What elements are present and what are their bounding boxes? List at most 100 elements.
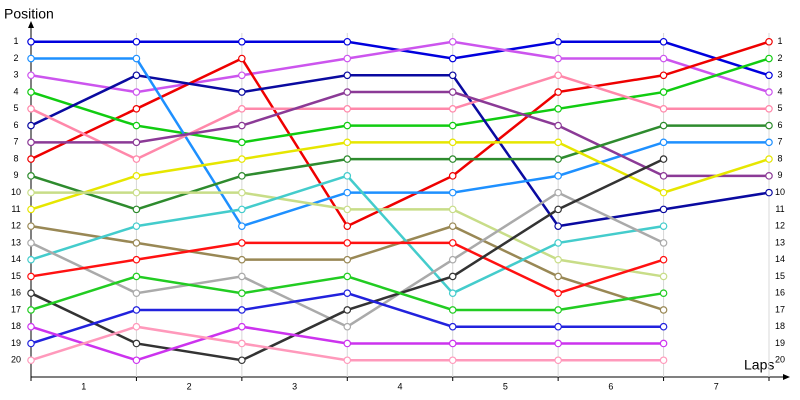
point	[343, 222, 352, 230]
y-tick-label: 8	[13, 153, 18, 163]
x-tick-label: 6	[608, 381, 613, 391]
point	[27, 54, 35, 63]
point	[238, 54, 246, 63]
point	[343, 239, 352, 247]
y-tick-label: 1	[13, 36, 18, 46]
point	[132, 88, 141, 96]
point	[343, 322, 352, 331]
y-axis-arrow	[28, 21, 34, 28]
point	[238, 37, 246, 46]
point	[554, 54, 562, 63]
point	[132, 255, 141, 264]
point	[132, 155, 141, 163]
point	[554, 188, 562, 197]
point	[554, 222, 562, 230]
point	[343, 188, 352, 197]
series-line	[30, 73, 770, 228]
point	[554, 138, 562, 147]
point	[343, 71, 352, 80]
y-tick-label: 4	[13, 86, 18, 96]
y-tick-label-right: 14	[775, 254, 785, 264]
y-tick-label-right: 4	[777, 86, 782, 96]
point	[554, 272, 562, 281]
point	[132, 272, 141, 281]
point	[132, 306, 141, 314]
y-tick-label-right: 8	[777, 153, 782, 163]
y-tick-label-right: 16	[775, 288, 785, 298]
point	[132, 138, 141, 147]
point	[238, 138, 246, 147]
point	[765, 71, 773, 80]
x-tick-label: 4	[397, 381, 402, 391]
point	[132, 222, 141, 230]
y-tick-label-right: 20	[775, 355, 785, 365]
y-tick-label: 13	[11, 237, 21, 247]
point	[554, 172, 562, 180]
y-tick-label: 9	[13, 170, 18, 180]
x-axis-label: Laps	[744, 357, 774, 373]
point	[554, 306, 562, 314]
point	[554, 121, 562, 130]
point	[659, 37, 668, 46]
y-tick-label-right: 3	[777, 70, 782, 80]
x-tick-label: 2	[187, 381, 192, 391]
point	[448, 306, 457, 314]
point	[659, 289, 668, 297]
point	[132, 339, 141, 348]
point	[343, 356, 352, 365]
point	[448, 71, 457, 80]
point	[448, 205, 457, 214]
point	[554, 339, 562, 348]
series-line	[30, 40, 770, 94]
point	[554, 205, 562, 214]
point	[448, 105, 457, 113]
point	[132, 356, 141, 365]
point	[554, 322, 562, 331]
point	[659, 54, 668, 63]
point	[238, 71, 246, 80]
y-tick-label: 7	[13, 137, 18, 147]
point	[132, 289, 141, 297]
point	[238, 239, 246, 247]
point	[343, 121, 352, 130]
x-tick-label: 7	[714, 381, 719, 391]
point	[132, 121, 141, 130]
point	[554, 356, 562, 365]
y-tick-label: 3	[13, 70, 18, 80]
point	[343, 138, 352, 147]
y-tick-label-right: 6	[777, 120, 782, 130]
point	[27, 289, 35, 297]
point	[448, 138, 457, 147]
point	[238, 121, 246, 130]
y-tick-label: 14	[11, 254, 21, 264]
point	[343, 54, 352, 63]
point	[659, 356, 668, 365]
point	[448, 172, 457, 180]
point	[765, 138, 773, 147]
point	[27, 121, 35, 130]
y-tick-label: 2	[13, 53, 18, 63]
y-tick-label-right: 12	[775, 221, 785, 231]
point	[343, 172, 352, 180]
point	[343, 272, 352, 281]
y-tick-label: 11	[11, 204, 20, 214]
y-tick-label-right: 5	[777, 103, 782, 113]
point	[554, 289, 562, 297]
point	[659, 205, 668, 214]
point	[554, 71, 562, 80]
point	[765, 54, 773, 63]
y-tick-label: 20	[11, 355, 21, 365]
point	[448, 356, 457, 365]
point	[27, 272, 35, 281]
point	[27, 37, 35, 46]
point	[343, 289, 352, 297]
point	[343, 255, 352, 264]
point	[448, 272, 457, 281]
point	[238, 222, 246, 230]
point	[659, 121, 668, 130]
point	[554, 255, 562, 264]
point	[765, 155, 773, 163]
point	[659, 339, 668, 348]
point	[27, 188, 35, 197]
point	[27, 222, 35, 230]
